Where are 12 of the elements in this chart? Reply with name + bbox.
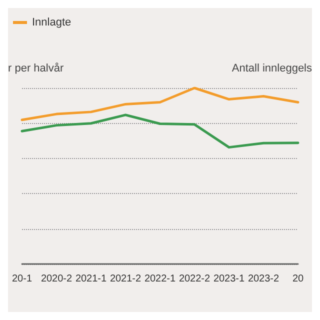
x-tick-label: 2023-2	[248, 274, 280, 284]
x-tick-label: 2022-1	[144, 274, 176, 284]
y-axis-title: r per halvår	[8, 62, 64, 74]
x-tick-label: 20	[292, 274, 304, 284]
x-tick-label: 2021-1	[75, 274, 108, 284]
x-tick-label: 2023-1	[213, 274, 246, 284]
legend-label: Innlagte	[32, 16, 72, 28]
x-tick-label: 20-1	[12, 274, 32, 284]
x-tick-label: 2020-2	[40, 274, 73, 284]
x-tick-label: 2022-2	[178, 274, 211, 284]
x-tick-label: 2021-2	[110, 274, 142, 284]
y2-axis-title: Antall innleggels	[232, 62, 312, 74]
